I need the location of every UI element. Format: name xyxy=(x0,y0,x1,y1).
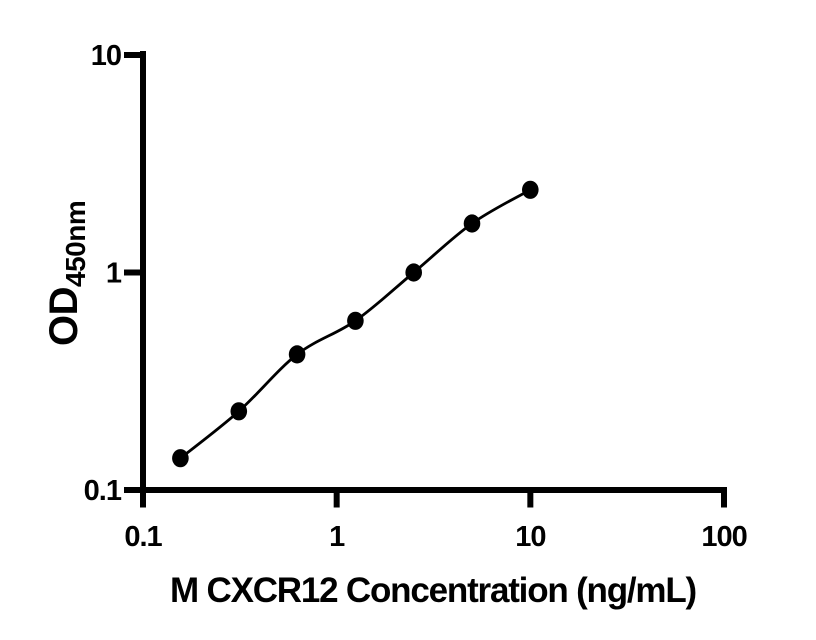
data-point xyxy=(405,263,423,282)
y-tick-label: 0.1 xyxy=(84,475,122,507)
axes-layer xyxy=(124,51,728,508)
y-tick-label: 10 xyxy=(91,40,121,72)
x-tick-label: 1 xyxy=(329,521,345,553)
data-point xyxy=(230,402,248,421)
y-axis-title-main: OD xyxy=(42,287,86,346)
x-tick-label: 0.1 xyxy=(124,521,162,553)
y-tick-label: 1 xyxy=(106,258,122,290)
data-point xyxy=(347,311,364,330)
tick-label-layer: 0.1 1 10 100 0.1 1 10 xyxy=(84,40,748,553)
data-point xyxy=(288,345,306,364)
y-axis-title: OD450nm xyxy=(42,201,91,346)
plot-layer xyxy=(172,180,539,468)
x-tick-label: 100 xyxy=(701,521,746,553)
y-axis-title-subscript: 450nm xyxy=(60,201,91,287)
x-axis-title: M CXCR12 Concentration (ng/mL) xyxy=(170,571,696,610)
data-point xyxy=(522,180,539,199)
data-point xyxy=(463,214,481,233)
data-point xyxy=(172,449,189,468)
x-tick-label: 10 xyxy=(515,521,545,553)
